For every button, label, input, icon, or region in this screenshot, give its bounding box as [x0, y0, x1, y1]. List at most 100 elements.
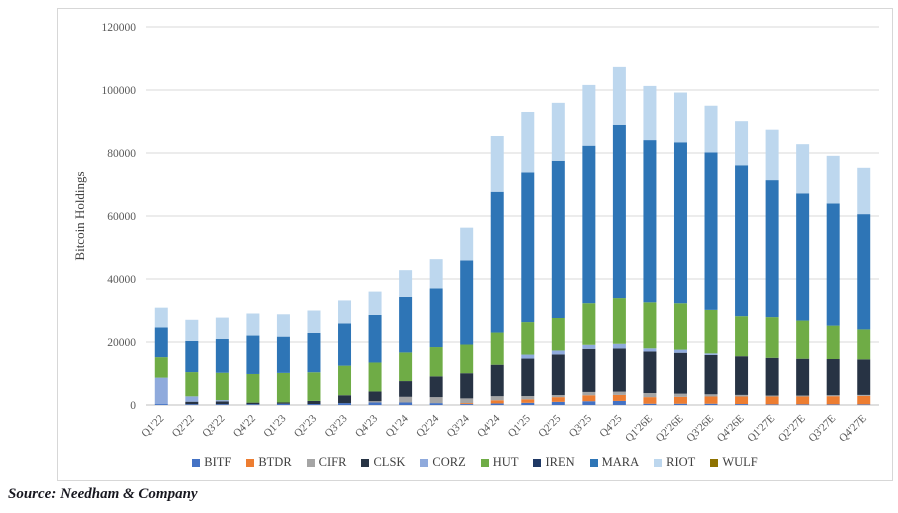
bar-segment [429, 403, 443, 405]
bar-segment [612, 66, 626, 125]
bar-segment [673, 142, 687, 304]
bar-segment [460, 373, 474, 399]
bar-segment [307, 372, 321, 401]
bar-segment [551, 397, 565, 402]
bar-segment [704, 403, 718, 405]
bar-segment [857, 214, 871, 330]
bar-segment [460, 227, 474, 261]
y-axis-title: Bitcoin Holdings [72, 171, 87, 260]
legend-item-CIFR: CIFR [306, 455, 346, 470]
bar-segment [704, 309, 718, 354]
bar-segment [490, 364, 504, 397]
bar-segment [521, 399, 535, 403]
y-tick-label: 40000 [107, 274, 136, 286]
bar-segment [185, 396, 199, 402]
legend-swatch-RIOT [654, 458, 663, 467]
bar-segment [673, 92, 687, 143]
bar-segment [246, 313, 260, 336]
bar-segment [643, 302, 657, 349]
bar-segment [429, 259, 443, 289]
bar-segment [643, 140, 657, 303]
bar-segment [399, 270, 413, 297]
legend-swatch-HUT [480, 458, 489, 467]
x-tick-label: Q1'25 [506, 412, 534, 440]
bar-segment [521, 396, 535, 400]
bar-segment [582, 344, 596, 349]
bar-segment [521, 402, 535, 405]
bar-segment [673, 349, 687, 353]
legend-label: HUT [492, 455, 519, 469]
x-tick-label: Q3'23 [322, 412, 350, 440]
bar-segment [673, 352, 687, 394]
legend-label: CLSK [373, 455, 406, 469]
legend-item-RIOT: RIOT [654, 455, 695, 470]
x-tick-label: Q4'25 [597, 412, 625, 440]
bar-segment [185, 340, 199, 373]
bar-segment [643, 348, 657, 352]
x-tick-label: Q1'24 [384, 412, 412, 440]
y-tick-label: 0 [130, 400, 136, 412]
bar-segment [460, 404, 474, 405]
bar-segment [582, 303, 596, 345]
x-tick-label: Q3'26E [684, 412, 716, 444]
bar-segment [643, 85, 657, 141]
x-tick-label: Q4'27E [837, 412, 869, 444]
legend-swatch-MARA [589, 458, 598, 467]
bar-segment [154, 327, 168, 358]
bar-segment [399, 352, 413, 382]
x-tick-label: Q2'23 [292, 412, 320, 440]
bar-segment [490, 396, 504, 401]
bar-segment [704, 152, 718, 310]
legend-item-CLSK: CLSK [361, 455, 405, 470]
bar-segment [246, 404, 260, 405]
bar-segment [154, 357, 168, 378]
legend-item-BITF: BITF [192, 455, 231, 470]
bar-segment [429, 376, 443, 398]
bar-segment [857, 167, 871, 215]
legend-swatch-CORZ [420, 458, 429, 467]
bar-segment [826, 359, 840, 396]
bar-segment [429, 347, 443, 377]
bar-segment [215, 317, 229, 340]
bar-segment [704, 394, 718, 397]
bar-segment [521, 322, 535, 355]
bar-segment [276, 403, 290, 405]
legend-swatch-CLSK [361, 458, 370, 467]
bar-segment [673, 393, 687, 397]
bar-segment [765, 395, 779, 397]
bar-segment [582, 395, 596, 402]
legend-label: IREN [545, 455, 575, 469]
bar-segment [551, 317, 565, 351]
bar-segment [460, 403, 474, 405]
bar-segment [796, 395, 810, 397]
bar-segment [704, 354, 718, 395]
bar-segment [460, 344, 474, 374]
bar-segment [765, 404, 779, 405]
bar-segment [490, 135, 504, 192]
bar-segment [612, 400, 626, 405]
bar-segment [399, 381, 413, 397]
bar-segment [307, 310, 321, 333]
bar-segment [215, 372, 229, 401]
bar-segment [521, 111, 535, 173]
x-tick-label: Q1'23 [261, 412, 289, 440]
source-note: Source: Needham & Company [8, 486, 198, 502]
bar-segment [154, 404, 168, 405]
bar-segment [612, 343, 626, 349]
bar-segment [154, 377, 168, 405]
bar-segment [582, 84, 596, 146]
bar-segment [673, 396, 687, 404]
y-tick-label: 20000 [107, 337, 136, 349]
bar-segment [399, 402, 413, 405]
bar-segment [796, 404, 810, 405]
bar-segment [338, 323, 352, 366]
bar-segment [612, 298, 626, 344]
bar-segment [399, 296, 413, 353]
bar-segment [673, 403, 687, 405]
x-tick-label: Q2'22 [170, 413, 197, 440]
bar-segment [612, 124, 626, 299]
bar-segment [765, 396, 779, 405]
bar-segment [185, 319, 199, 341]
bar-segment [735, 394, 749, 397]
